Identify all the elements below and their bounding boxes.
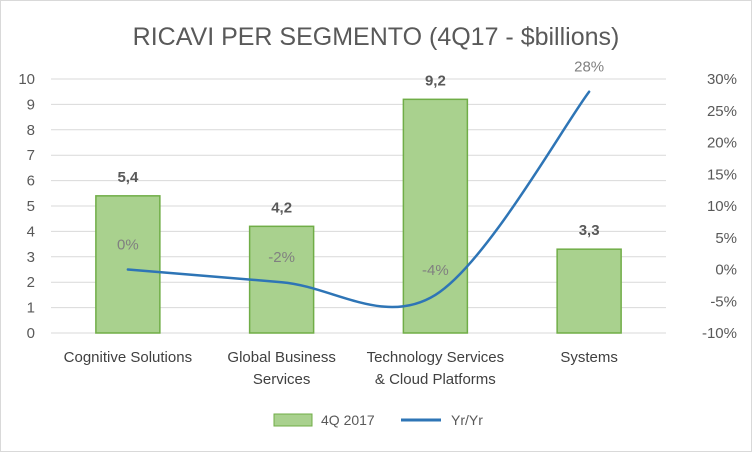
- bar-data-label: 9,2: [425, 72, 446, 89]
- line-data-label: 28%: [574, 59, 604, 76]
- legend-label-bar: 4Q 2017: [321, 412, 375, 428]
- bar: [402, 98, 469, 334]
- left-axis-tick-label: 10: [18, 71, 35, 88]
- left-axis-tick-label: 9: [27, 96, 35, 113]
- bar-data-label: 3,3: [579, 222, 600, 239]
- right-axis-tick-label: 20%: [707, 135, 737, 152]
- category-labels: Cognitive Solutions Global Business Servic…: [64, 349, 618, 388]
- bar: [95, 195, 161, 334]
- left-axis-tick-label: 6: [27, 173, 35, 190]
- right-axis: -10% -5% 0% 5% 10% 15% 20% 25% 30%: [702, 71, 737, 342]
- right-axis-tick-label: 5%: [715, 230, 737, 247]
- left-axis-tick-label: 5: [27, 198, 35, 215]
- left-axis-tick-label: 0: [27, 325, 35, 342]
- line-data-label: -2%: [268, 249, 295, 266]
- category-label: Technology Services: [367, 349, 505, 366]
- category-label: Services: [253, 371, 311, 388]
- left-axis-tick-label: 7: [27, 147, 35, 164]
- right-axis-tick-label: 0%: [715, 262, 737, 279]
- line-data-label: -4%: [422, 262, 449, 279]
- line-data-label: 0%: [117, 237, 139, 254]
- chart-title: RICAVI PER SEGMENTO (4Q17 - $billions): [133, 23, 620, 51]
- legend-swatch-bar: [273, 413, 313, 427]
- bar: [556, 248, 622, 334]
- left-axis-tick-label: 4: [27, 223, 35, 240]
- left-axis-tick-label: 1: [27, 300, 35, 317]
- bar-series: [95, 98, 622, 334]
- category-label: Systems: [560, 349, 618, 366]
- category-label: Global Business: [227, 349, 335, 366]
- bar-data-labels: 5,4 4,2 9,2 3,3: [117, 72, 599, 239]
- yr-yr-line: [126, 90, 591, 309]
- right-axis-tick-label: -10%: [702, 325, 737, 342]
- left-axis-tick-label: 8: [27, 122, 35, 139]
- left-axis: 0 1 2 3 4 5 6 7 8 9 10: [18, 71, 35, 342]
- left-axis-tick-label: 2: [27, 274, 35, 291]
- bar-data-label: 4,2: [271, 199, 292, 216]
- legend-label-line: Yr/Yr: [451, 412, 483, 428]
- line-series: [126, 90, 591, 309]
- right-axis-tick-label: 30%: [707, 71, 737, 88]
- line-data-labels: 0% -2% -4% 28%: [117, 59, 604, 279]
- right-axis-tick-label: 15%: [707, 166, 737, 183]
- legend: 4Q 2017 Yr/Yr: [273, 412, 483, 428]
- left-axis-tick-label: 3: [27, 249, 35, 266]
- category-label: Cognitive Solutions: [64, 349, 192, 366]
- bar-data-label: 5,4: [117, 169, 139, 186]
- right-axis-tick-label: 25%: [707, 103, 737, 120]
- right-axis-tick-label: -5%: [710, 293, 737, 310]
- category-label: & Cloud Platforms: [375, 371, 496, 388]
- right-axis-tick-label: 10%: [707, 198, 737, 215]
